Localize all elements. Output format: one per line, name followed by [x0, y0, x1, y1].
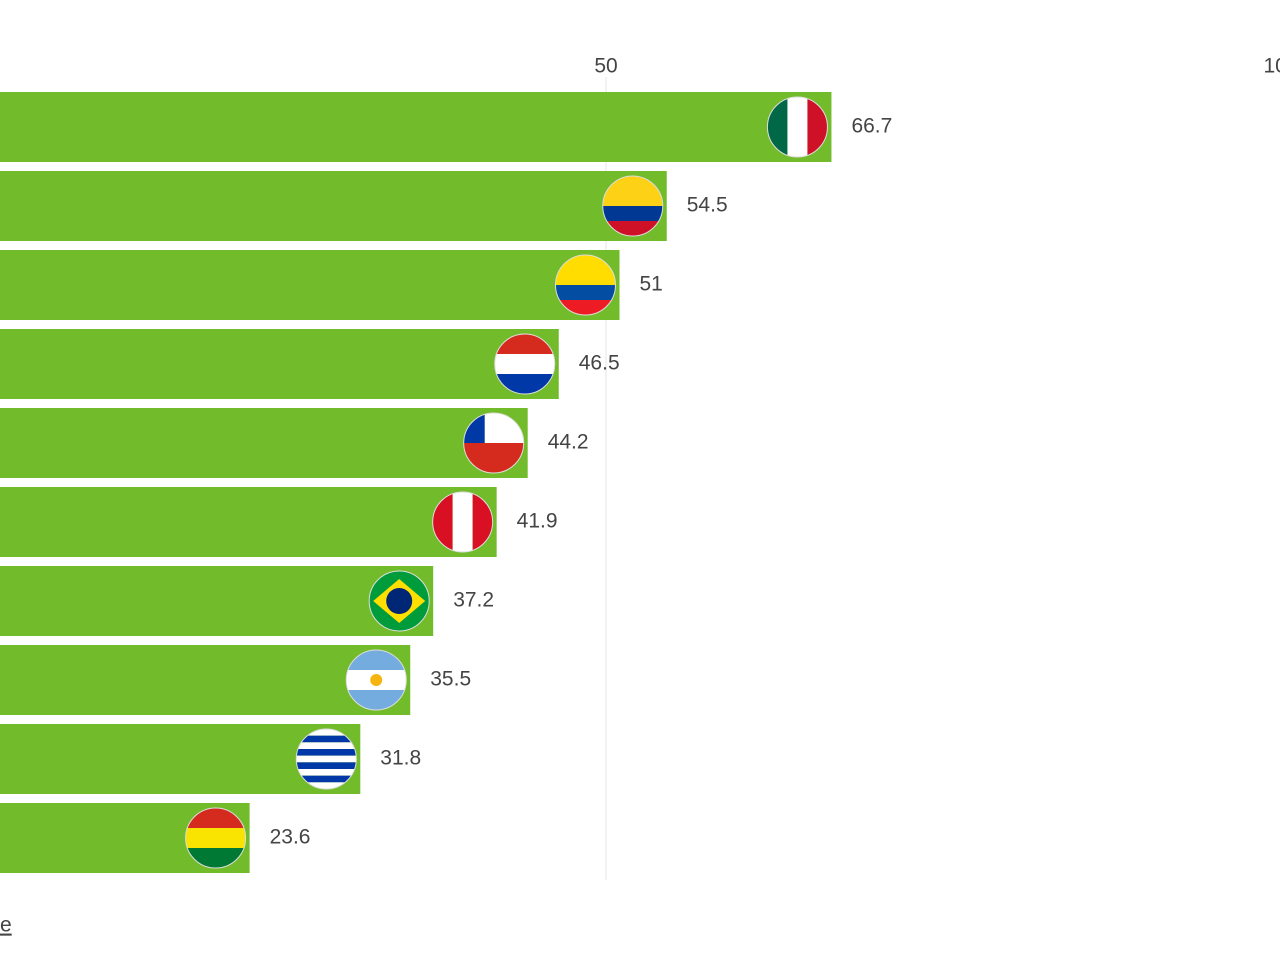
- flag-stripe: [346, 690, 407, 710]
- bar: [0, 92, 832, 162]
- flag-stripe: [185, 808, 246, 828]
- flag-stripe: [346, 650, 407, 670]
- bar: [0, 408, 528, 478]
- flag-icon: [369, 571, 430, 631]
- flag-sun: [370, 674, 383, 686]
- x-tick-label: 100: [1263, 55, 1280, 78]
- value-label: 41.9: [517, 510, 558, 533]
- flag-stripe: [296, 729, 357, 736]
- flag-stripe: [472, 492, 493, 552]
- flag-stripe: [296, 775, 357, 783]
- flag-stripe: [296, 735, 357, 743]
- bar: [0, 250, 620, 320]
- value-label: 23.6: [270, 826, 311, 849]
- flag-stripe: [296, 762, 357, 769]
- flag-stripe: [296, 749, 357, 756]
- bar: [0, 329, 559, 399]
- value-label: 35.5: [430, 668, 471, 691]
- value-label: 51: [640, 273, 663, 296]
- flag-stripe: [296, 782, 357, 789]
- flag-stripe: [494, 354, 555, 374]
- flag-stripe: [296, 755, 357, 763]
- flag-globe: [386, 588, 413, 614]
- flag-border: [185, 807, 247, 869]
- flag-border: [494, 333, 556, 395]
- flag-border: [345, 649, 407, 711]
- flag-border: [555, 254, 616, 316]
- flag-stripe: [185, 848, 246, 868]
- flag-icon: [494, 334, 555, 394]
- flag-stripe: [787, 97, 808, 157]
- flag-icon: [346, 650, 407, 710]
- flag-stripe: [296, 742, 357, 749]
- bar: [0, 487, 497, 557]
- value-label: 54.5: [687, 194, 728, 217]
- flag-stripe: [602, 206, 663, 221]
- flag-border: [602, 175, 664, 237]
- flag-stripe: [296, 769, 357, 776]
- value-label: 66.7: [851, 115, 892, 138]
- bar: [0, 171, 667, 241]
- flag-border: [368, 570, 430, 632]
- flag-border: [463, 412, 525, 474]
- flag-icon: [767, 97, 828, 157]
- x-tick-label: 50: [594, 55, 617, 78]
- value-label: 44.2: [548, 431, 589, 454]
- value-label: 46.5: [579, 352, 620, 375]
- flag-stripe: [767, 97, 788, 157]
- value-label: 37.2: [453, 589, 494, 612]
- flag-stripe: [494, 334, 555, 354]
- flag-stripe: [452, 492, 473, 552]
- flag-stripe: [185, 828, 246, 848]
- footer-text: e: [0, 914, 12, 937]
- flag-border: [432, 491, 494, 553]
- flag-stripe: [494, 374, 555, 394]
- flag-stripe: [555, 285, 616, 300]
- value-label: 31.8: [380, 747, 421, 770]
- flag-icon: [432, 492, 493, 552]
- flag-border: [766, 96, 828, 158]
- flag-border: [295, 728, 357, 790]
- bar: [0, 645, 411, 715]
- flag-stripe: [432, 492, 453, 552]
- flag-stripe: [807, 97, 828, 157]
- bar: [0, 566, 434, 636]
- flag-icon: [296, 729, 357, 789]
- flag-icon: [185, 808, 246, 868]
